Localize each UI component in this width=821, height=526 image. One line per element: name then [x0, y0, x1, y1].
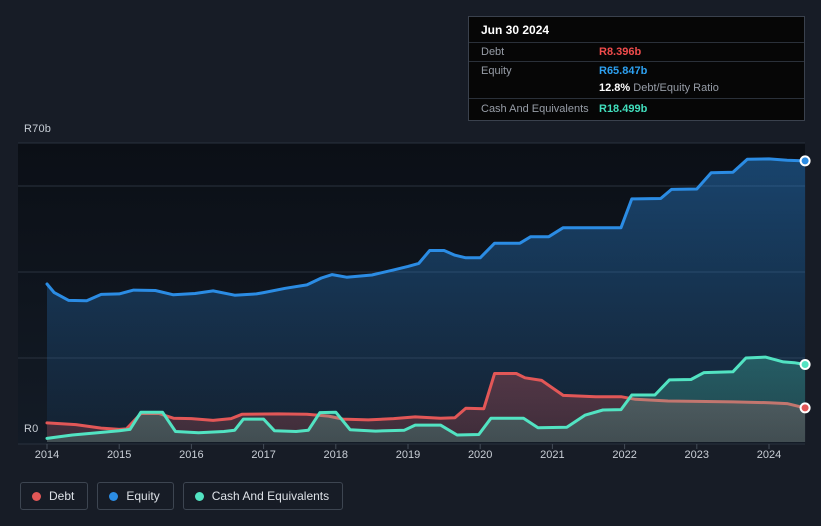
- cash-line: [45, 355, 807, 440]
- equity-dot-icon: [109, 491, 119, 501]
- cash-area: [47, 357, 806, 442]
- tooltip-cash-label: Cash And Equivalents: [481, 103, 589, 115]
- tooltip-date: Jun 30 2024: [469, 17, 804, 43]
- x-axis-label: 2016: [179, 449, 204, 461]
- y-axis-label-top: R70b: [24, 123, 52, 135]
- y-axis-label-zero: R0: [24, 423, 39, 435]
- tooltip-row-equity: Equity R65.847b: [469, 62, 804, 80]
- equity-end-marker[interactable]: [799, 155, 811, 167]
- legend-item-cash[interactable]: Cash And Equivalents: [182, 482, 344, 510]
- tooltip-ratio-value: 12.8%: [599, 82, 631, 94]
- chart-legend: Debt Equity Cash And Equivalents: [20, 482, 344, 510]
- x-axis-labels: 2014 2015 2016 2017 2018 2019 2020 2021 2022 2023…: [0, 449, 821, 465]
- tooltip-debt-value: R8.396b: [599, 46, 642, 58]
- tooltip-row-debt: Debt R8.396b: [469, 43, 804, 61]
- legend-item-equity[interactable]: Equity: [97, 482, 174, 510]
- tooltip-debt-label: Debt: [481, 46, 505, 58]
- legend-item-debt[interactable]: Debt: [20, 482, 89, 510]
- tooltip-cash-value: R18.499b: [599, 103, 648, 115]
- tooltip-row-cash: Cash And Equivalents R18.499b: [469, 99, 804, 120]
- equity-line: [45, 157, 807, 303]
- debt-dot-icon: [32, 491, 41, 501]
- x-axis-label: 2022: [612, 449, 637, 461]
- x-axis-label: 2024: [756, 449, 782, 461]
- x-axis-label: 2019: [395, 449, 421, 461]
- debt-end-marker[interactable]: [799, 402, 811, 414]
- equity-area: [47, 158, 806, 442]
- x-axis-label: 2017: [251, 449, 276, 461]
- legend-cash-label: Cash And Equivalents: [211, 489, 330, 503]
- legend-equity-label: Equity: [126, 489, 160, 503]
- legend-debt-label: Debt: [49, 489, 75, 503]
- tooltip-ratio-suffix: Debt/Equity Ratio: [630, 82, 719, 94]
- cash-dot-icon: [194, 491, 204, 501]
- cash-end-marker[interactable]: [799, 359, 811, 370]
- x-axis-label: 2014: [34, 449, 60, 461]
- x-axis-label: 2021: [540, 449, 565, 461]
- tooltip-equity-value: R65.847b: [599, 65, 648, 77]
- chart-tooltip: Jun 30 2024 Debt R8.396b Equity R65.847b…: [468, 16, 805, 121]
- tooltip-equity-label: Equity: [481, 65, 512, 77]
- x-axis-label: 2015: [106, 449, 132, 461]
- x-axis-label: 2020: [467, 449, 493, 461]
- tooltip-row-ratio: 12.8% Debt/Equity Ratio: [469, 80, 804, 98]
- x-axis-label: 2018: [323, 449, 349, 461]
- x-axis-label: 2023: [684, 449, 710, 461]
